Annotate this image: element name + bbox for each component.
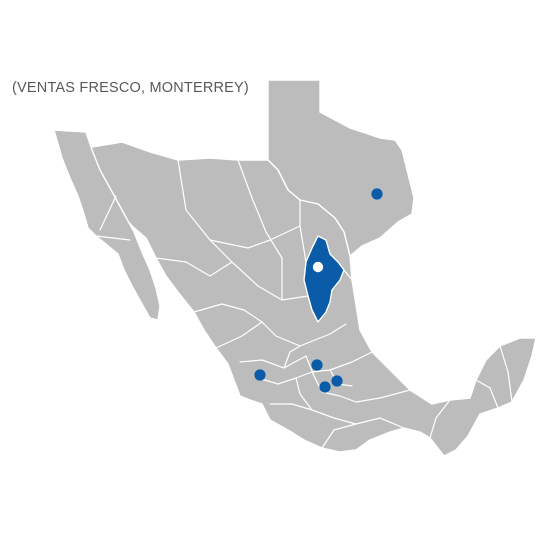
marker-texas[interactable] <box>371 188 383 200</box>
region-nuevo-leon <box>303 235 345 323</box>
marker-pachuca[interactable] <box>331 375 343 387</box>
map-caption: (VENTAS FRESCO, MONTERREY) <box>12 80 249 96</box>
marker-queretaro[interactable] <box>311 359 323 371</box>
state-borders <box>95 159 513 449</box>
marker-mexico-city[interactable] <box>319 381 331 393</box>
marker-guadalajara[interactable] <box>254 369 266 381</box>
marker-monterrey-hub[interactable] <box>312 261 324 273</box>
region-baja-california <box>53 129 161 321</box>
